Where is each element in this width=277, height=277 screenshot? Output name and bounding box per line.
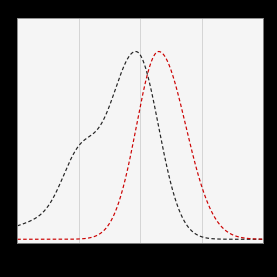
X-axis label: Wavelength (nm): Wavelength (nm) [104, 262, 177, 271]
Y-axis label: Absorption: Absorption [6, 109, 15, 151]
Y-axis label: Emission: Emission [262, 113, 271, 147]
Title: CF™647: CF™647 [119, 6, 162, 16]
